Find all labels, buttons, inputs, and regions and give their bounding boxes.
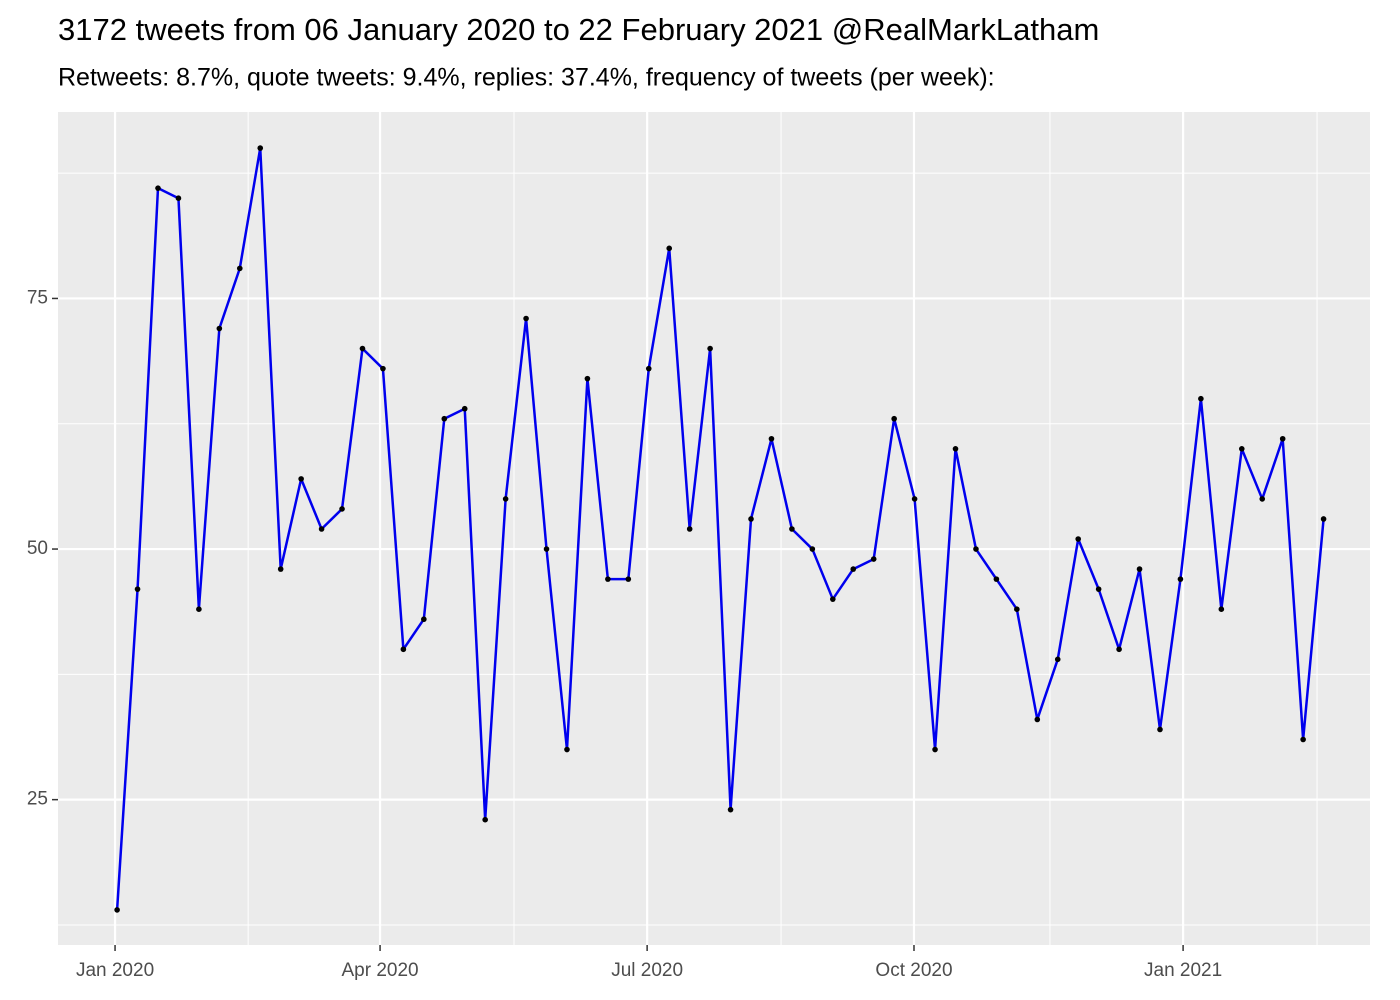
data-point — [1238, 446, 1245, 452]
data-point — [421, 616, 427, 623]
data-point — [584, 375, 591, 382]
data-point — [686, 526, 693, 532]
data-point — [1300, 736, 1306, 743]
data-point — [155, 185, 161, 191]
data-point — [1279, 435, 1286, 442]
data-point — [502, 496, 509, 502]
data-point — [789, 526, 795, 532]
data-point — [625, 576, 632, 582]
data-point — [1116, 646, 1122, 653]
data-point — [441, 415, 448, 422]
data-point — [523, 315, 529, 322]
data-point — [339, 506, 345, 512]
data-point — [1095, 586, 1102, 592]
x-tick-label: Apr 2020 — [342, 960, 419, 981]
data-point — [870, 556, 877, 562]
data-point — [277, 566, 284, 572]
data-line — [115, 146, 1325, 910]
data-point — [1320, 516, 1327, 522]
data-point — [1014, 606, 1020, 612]
data-point — [850, 566, 857, 572]
data-point — [236, 265, 243, 272]
data-point — [1136, 566, 1143, 572]
data-point — [891, 415, 897, 422]
data-point — [707, 345, 713, 352]
data-point — [461, 405, 468, 412]
data-point — [1177, 576, 1184, 582]
data-point — [830, 596, 836, 602]
data-point — [134, 586, 141, 592]
data-point — [809, 546, 816, 552]
data-point — [318, 526, 325, 532]
data-point — [564, 746, 570, 753]
data-point — [952, 446, 959, 452]
data-point — [482, 816, 488, 823]
data-point — [768, 435, 775, 442]
y-tick-label: 75 — [27, 287, 48, 308]
data-point — [932, 746, 938, 753]
data-point — [1157, 726, 1163, 733]
data-point — [257, 145, 264, 151]
y-tick-label: 50 — [27, 538, 48, 559]
data-point — [175, 195, 182, 202]
data-point — [973, 546, 979, 552]
data-point — [993, 576, 1000, 582]
data-point — [298, 476, 304, 482]
y-tick-label: 25 — [27, 789, 48, 810]
data-point — [359, 345, 366, 352]
data-point — [1218, 606, 1225, 612]
plot-panel — [58, 112, 1370, 945]
data-point — [1054, 656, 1061, 663]
x-tick-label: Oct 2020 — [875, 960, 952, 981]
data-point — [1075, 536, 1081, 542]
data-point — [196, 606, 202, 612]
data-point — [543, 546, 550, 552]
data-point — [666, 245, 673, 252]
data-point — [645, 365, 652, 372]
data-point — [1259, 496, 1266, 502]
data-point — [748, 516, 754, 522]
data-point — [1034, 716, 1041, 723]
x-tick-label: Jan 2020 — [76, 960, 154, 981]
data-point — [114, 907, 120, 913]
data-point — [400, 646, 407, 653]
data-point — [911, 496, 918, 502]
chart-title: 3172 tweets from 06 January 2020 to 22 F… — [58, 12, 1099, 47]
data-point — [605, 576, 611, 582]
data-point — [216, 325, 223, 332]
x-tick-label: Jan 2021 — [1144, 960, 1222, 981]
data-point — [1198, 395, 1204, 402]
chart-subtitle: Retweets: 8.7%, quote tweets: 9.4%, repl… — [58, 64, 995, 92]
data-point — [727, 806, 734, 813]
data-point — [380, 365, 386, 372]
x-tick-label: Jul 2020 — [611, 960, 683, 981]
